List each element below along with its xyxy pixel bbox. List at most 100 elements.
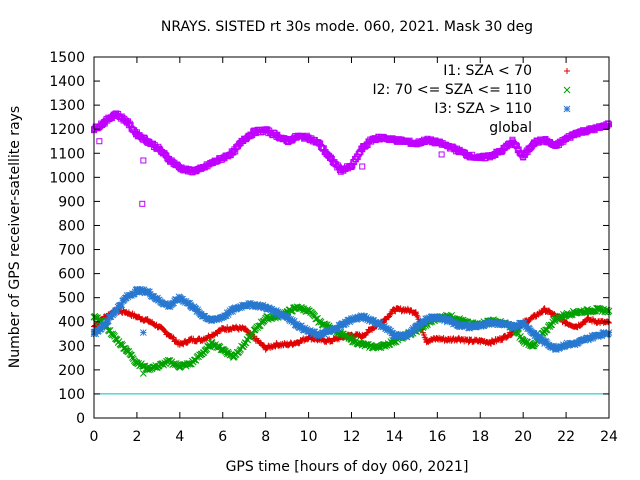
data-point	[176, 341, 183, 348]
data-point	[208, 340, 216, 347]
data-point	[412, 309, 419, 316]
legend-item-global: global	[489, 120, 532, 136]
data-layer	[90, 110, 613, 395]
data-point	[112, 335, 119, 342]
data-point	[466, 323, 473, 330]
data-point	[176, 294, 184, 302]
y-tick-label: 1200	[49, 122, 85, 138]
outliers-i3-sza-110	[140, 329, 147, 336]
data-point	[487, 319, 495, 327]
data-point	[166, 331, 173, 338]
data-point	[594, 306, 602, 314]
data-point	[519, 337, 527, 345]
series-marker	[159, 360, 167, 367]
y-axis-label: Number of GPS receiver-satellite rays	[7, 106, 23, 368]
data-point	[315, 331, 323, 339]
data-point	[348, 315, 355, 323]
series-marker	[242, 325, 249, 332]
series-i3-sza-110	[90, 285, 613, 353]
series-marker	[170, 334, 177, 341]
x-tick-label: 24	[600, 429, 618, 445]
data-point	[358, 341, 366, 348]
data-point	[573, 308, 581, 316]
series-global	[91, 110, 612, 176]
legend: I1: SZA < 70 I2: 70 <= SZA <= 110 I3: SZA …	[372, 63, 571, 136]
data-point	[337, 321, 345, 329]
legend-marker	[563, 86, 571, 94]
data-point	[466, 337, 473, 344]
series-marker	[295, 340, 302, 347]
data-point	[283, 313, 291, 321]
y-tick-label: 900	[58, 194, 85, 210]
series-marker	[525, 341, 532, 349]
x-tick-label: 18	[471, 429, 489, 445]
data-point	[284, 341, 291, 348]
series-marker	[499, 336, 506, 343]
legend-item-i1-sza-70: I1: SZA < 70	[443, 63, 570, 79]
data-point	[251, 326, 259, 334]
data-point	[380, 342, 388, 350]
series-marker	[183, 339, 190, 346]
data-point	[584, 335, 591, 342]
data-point	[219, 313, 227, 321]
data-point	[498, 320, 506, 328]
data-point	[584, 316, 591, 323]
series-marker	[249, 330, 257, 338]
data-point	[123, 309, 130, 316]
data-point	[391, 331, 398, 339]
series-marker	[519, 336, 527, 344]
x-tick-label: 12	[343, 429, 361, 445]
data-point	[509, 323, 516, 330]
data-point	[208, 317, 216, 324]
series-marker	[239, 343, 247, 351]
data-point	[219, 346, 227, 353]
legend-marker	[564, 68, 570, 74]
x-tick-label: 2	[132, 429, 141, 445]
data-point	[198, 336, 205, 343]
data-point	[122, 294, 130, 302]
y-tick-label: 300	[58, 339, 85, 355]
data-point	[541, 338, 548, 346]
series-marker	[546, 307, 553, 314]
x-axis-label: GPS time [hours of doy 060, 2021]	[226, 459, 469, 475]
data-point	[165, 302, 173, 310]
y-tick-label: 700	[58, 243, 85, 259]
legend-marker	[563, 105, 571, 113]
y-tick-label: 1400	[49, 74, 85, 90]
data-point	[326, 328, 334, 335]
data-point	[530, 330, 538, 338]
data-point	[358, 313, 366, 321]
y-tick-label: 1000	[49, 170, 85, 186]
data-point	[573, 340, 581, 347]
outlier-point	[359, 163, 366, 170]
axis-layer: 0100200300400500600700800900100011001200…	[49, 50, 618, 445]
x-tick-label: 14	[386, 429, 404, 445]
data-point	[348, 336, 355, 344]
data-point	[541, 328, 548, 335]
series-marker	[386, 311, 393, 318]
data-point	[112, 307, 119, 315]
data-point	[552, 344, 559, 352]
data-point	[327, 337, 334, 344]
legend-label: global	[489, 120, 532, 136]
data-point	[144, 288, 151, 296]
data-point	[241, 325, 248, 332]
data-point	[230, 324, 237, 331]
data-point	[294, 321, 302, 329]
legend-item-i3-sza-110: I3: SZA > 110	[434, 101, 571, 117]
data-point	[133, 313, 140, 320]
x-tick-label: 6	[218, 429, 227, 445]
y-tick-label: 600	[58, 267, 85, 283]
data-point	[230, 353, 237, 360]
data-point	[445, 336, 452, 343]
data-point	[165, 358, 173, 365]
x-tick-label: 20	[514, 429, 532, 445]
data-point	[230, 306, 237, 314]
data-point	[155, 323, 162, 330]
x-tick-label: 8	[261, 429, 270, 445]
series-marker	[597, 305, 605, 313]
legend-label: I2: 70 <= SZA <= 110	[372, 82, 532, 98]
outlier-point	[139, 200, 146, 207]
data-point	[262, 345, 269, 352]
